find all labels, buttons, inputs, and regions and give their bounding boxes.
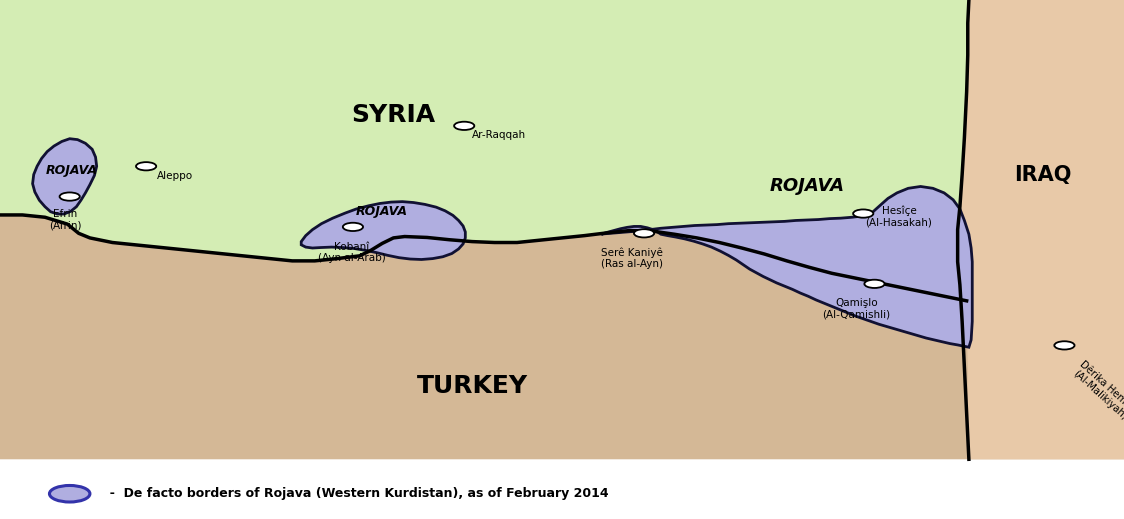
Polygon shape [33,139,97,214]
Circle shape [1054,342,1075,349]
Polygon shape [301,201,465,260]
Circle shape [454,122,474,130]
Text: Hesîçe
(Al-Hasakah): Hesîçe (Al-Hasakah) [865,206,932,227]
Circle shape [49,485,90,502]
Text: Qamişlo
(Al-Qamishli): Qamişlo (Al-Qamishli) [823,297,890,319]
Text: ROJAVA: ROJAVA [770,177,844,195]
Text: ROJAVA: ROJAVA [356,205,408,218]
Text: Kobanî
(Ayn al-Arab): Kobanî (Ayn al-Arab) [318,241,386,263]
Circle shape [864,280,885,288]
Polygon shape [601,186,972,347]
Text: IRAQ: IRAQ [1014,165,1072,185]
Text: -  De facto borders of Rojava (Western Kurdistan), as of February 2014: - De facto borders of Rojava (Western Ku… [101,487,609,500]
Text: TURKEY: TURKEY [417,374,527,398]
Polygon shape [0,215,1124,459]
Polygon shape [0,464,1124,519]
Circle shape [136,162,156,170]
Text: Ar-Raqqah: Ar-Raqqah [472,130,526,141]
Text: Dêrika Hemko
(Al-Malikiyah): Dêrika Hemko (Al-Malikiyah) [1070,359,1124,422]
Polygon shape [958,0,1124,459]
Circle shape [60,193,80,201]
Polygon shape [0,0,1124,459]
Circle shape [343,223,363,231]
Text: ROJAVA: ROJAVA [46,165,98,177]
Circle shape [634,229,654,238]
Text: Efrin
(Afrin): Efrin (Afrin) [49,209,81,230]
Text: Serê Kaniyê
(Ras al-Ayn): Serê Kaniyê (Ras al-Ayn) [600,247,663,269]
Text: SYRIA: SYRIA [352,103,435,127]
Circle shape [853,210,873,217]
Text: Aleppo: Aleppo [157,171,193,181]
